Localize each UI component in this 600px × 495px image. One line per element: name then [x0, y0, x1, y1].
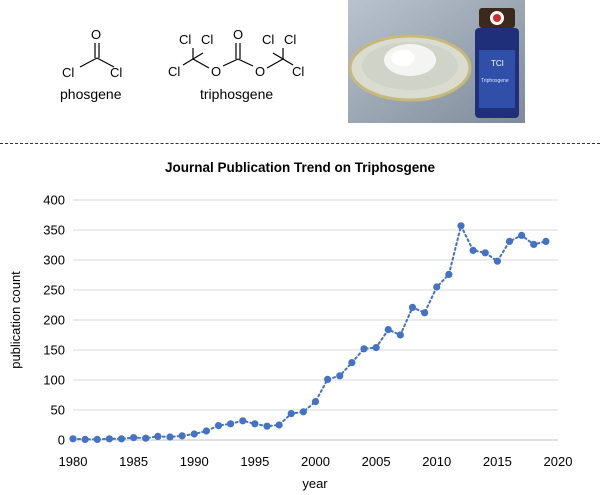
- x-tick-label: 1980: [59, 454, 88, 469]
- bottle-text: Triphosgene: [481, 78, 509, 84]
- triphosgene-cl-5: Cl: [284, 32, 296, 47]
- data-point: [481, 249, 489, 257]
- phosgene-label: phosgene: [60, 86, 122, 102]
- data-point: [360, 345, 368, 353]
- data-point: [178, 432, 186, 440]
- y-tick-label: 150: [43, 343, 65, 358]
- x-axis-label: year: [302, 476, 328, 491]
- x-tick-label: 2010: [422, 454, 451, 469]
- triphosgene-o-carbonyl: O: [233, 27, 243, 42]
- data-point: [117, 435, 126, 443]
- y-tick-label: 0: [58, 433, 65, 448]
- data-point: [227, 420, 235, 428]
- data-point: [251, 420, 259, 428]
- y-tick-label: 400: [43, 193, 65, 208]
- triphosgene-cl-6: Cl: [292, 64, 304, 79]
- data-point: [396, 331, 404, 339]
- x-tick-label: 2000: [301, 454, 330, 469]
- chart-title: Journal Publication Trend on Triphosgene: [164, 160, 436, 175]
- triphosgene-cl-4: Cl: [262, 32, 274, 47]
- data-point: [542, 237, 550, 245]
- x-tick-labels: 1980 1985 1990 1995 2000 2005 2010 2015 2020: [59, 454, 573, 469]
- data-point: [457, 222, 465, 230]
- series-line: [72, 222, 547, 441]
- data-point: [299, 408, 307, 416]
- y-axis-label: publication count: [8, 271, 23, 369]
- data-point: [421, 309, 429, 317]
- y-tick-label: 350: [43, 223, 65, 238]
- molecule-panel: O Cl Cl phosgene Cl Cl Cl O O O Cl Cl Cl…: [0, 0, 600, 135]
- phosgene-o: O: [91, 27, 101, 42]
- triphosgene-o-left: O: [211, 64, 221, 79]
- data-point: [214, 422, 223, 430]
- triphosgene-structure: Cl Cl Cl O O O Cl Cl Cl: [168, 27, 304, 79]
- data-point: [287, 410, 295, 418]
- phosgene-cl-right: Cl: [110, 65, 122, 80]
- x-tick-label: 1985: [119, 454, 148, 469]
- data-point: [518, 231, 526, 239]
- data-point: [408, 303, 417, 311]
- data-point: [69, 435, 77, 443]
- data-point: [130, 434, 138, 442]
- y-tick-labels: 0 50 100 150 200 250 300 350 400: [43, 193, 65, 448]
- sample-photo: TCI Triphosgene: [348, 0, 525, 123]
- data-point: [166, 433, 174, 441]
- triphosgene-label: triphosgene: [200, 86, 274, 102]
- y-tick-label: 250: [43, 283, 65, 298]
- x-tick-label: 2015: [483, 454, 512, 469]
- data-point: [239, 417, 247, 425]
- data-point: [202, 427, 210, 435]
- x-tick-label: 2020: [544, 454, 573, 469]
- dashed-divider: [0, 143, 600, 144]
- triphosgene-cl-2: Cl: [201, 32, 213, 47]
- phosgene-cl-left: Cl: [62, 65, 74, 80]
- data-point: [445, 270, 453, 278]
- data-point: [372, 344, 380, 352]
- triphosgene-o-right: O: [255, 64, 265, 79]
- data-point: [530, 240, 538, 248]
- data-point: [433, 283, 441, 291]
- grid-lines: [73, 199, 558, 441]
- x-tick-label: 1995: [240, 454, 269, 469]
- x-tick-label: 2005: [362, 454, 391, 469]
- y-tick-label: 300: [43, 253, 65, 268]
- bottle-label: TCI: [491, 59, 504, 68]
- data-point: [190, 430, 198, 438]
- data-point: [324, 375, 332, 383]
- data-point: [81, 435, 89, 443]
- data-point: [275, 421, 283, 429]
- data-point: [336, 372, 344, 380]
- phosgene-structure: O Cl Cl: [62, 27, 122, 80]
- data-point: [93, 435, 101, 443]
- data-point: [154, 432, 162, 440]
- data-point: [505, 237, 514, 245]
- y-tick-label: 200: [43, 313, 65, 328]
- data-points: [69, 222, 550, 443]
- data-point: [493, 257, 501, 265]
- data-point: [348, 359, 356, 367]
- x-tick-label: 1990: [180, 454, 209, 469]
- data-point: [469, 246, 477, 254]
- triphosgene-cl-3: Cl: [168, 64, 180, 79]
- data-point: [105, 435, 113, 443]
- y-tick-label: 100: [43, 373, 65, 388]
- y-tick-label: 50: [51, 403, 65, 418]
- data-point: [311, 398, 320, 406]
- data-point: [384, 326, 392, 334]
- data-point: [263, 422, 271, 430]
- data-point: [142, 434, 150, 442]
- triphosgene-cl-1: Cl: [179, 32, 191, 47]
- sample-photo-drawing: TCI Triphosgene: [348, 0, 525, 123]
